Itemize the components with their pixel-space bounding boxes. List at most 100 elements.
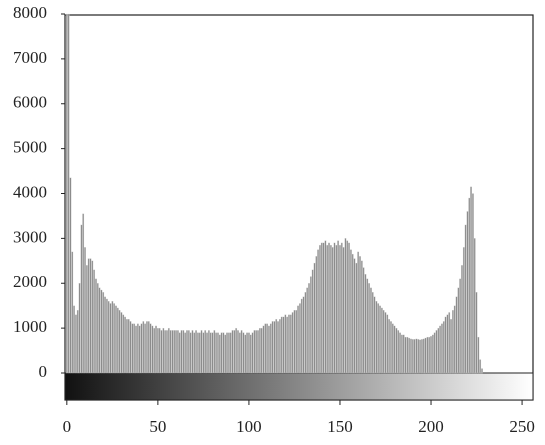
bar [93,269,96,374]
bar [158,327,161,374]
bar [317,249,319,374]
bar [464,224,467,374]
bar [218,334,221,374]
bar [457,287,460,374]
bar [187,330,190,374]
bar [329,244,332,374]
bar [186,330,188,374]
bar [237,330,239,374]
bar [446,314,449,374]
bar [289,314,292,374]
bar [295,310,298,374]
bar [244,334,247,374]
bar [115,305,117,374]
bar [360,260,363,374]
bar [359,256,361,374]
bar [106,298,108,374]
bar [96,283,99,374]
bar [311,269,314,374]
bar [337,240,340,374]
bar [386,314,389,374]
bar [75,314,77,374]
bar [222,332,225,374]
bar [65,13,68,374]
bar [226,332,228,374]
bar [273,321,276,374]
bar [248,332,250,374]
bar [339,244,341,374]
bar [406,336,409,374]
bar [395,327,398,374]
bar [397,330,400,374]
bar [211,332,214,374]
bar [144,323,147,374]
bar [453,305,456,374]
bar [175,330,177,374]
bar [111,301,114,374]
bar [147,321,150,374]
bar [435,330,438,374]
bar [401,334,403,374]
x-tick-label: 150 [327,417,353,436]
bar [479,359,482,374]
bar [470,186,472,374]
bar [313,262,316,374]
y-tick-label: 3000 [13,227,47,246]
bar [82,213,85,374]
bar [371,292,374,374]
bar [87,258,90,374]
bar [344,238,347,374]
bar [413,339,416,374]
bar [169,330,172,374]
bar [451,310,454,374]
bar [441,323,443,374]
bar [113,303,116,374]
bar [138,325,141,374]
bar [76,310,79,374]
y-tick-label: 7000 [13,48,47,67]
bar [468,197,471,374]
bar [342,247,345,374]
bar [126,318,128,374]
bar [333,242,336,374]
y-tick-label: 4000 [13,182,47,201]
bar [228,332,230,374]
bar [104,296,106,374]
bar [364,274,367,374]
bar [238,332,241,374]
bar [424,337,427,374]
bar [459,278,462,374]
bar [421,339,423,374]
bar [306,287,309,374]
bar [231,330,234,374]
bar [197,332,199,374]
bar [375,301,378,374]
bar [426,336,429,374]
bar [410,338,412,374]
bar [207,330,210,374]
bar [142,321,145,374]
bar [173,330,176,374]
bar [477,336,480,374]
bar [411,339,414,374]
bar [240,330,243,374]
bar [260,327,263,374]
bar [217,332,219,374]
bar [107,301,110,374]
bar [140,323,143,374]
x-tick-label: 0 [63,417,72,436]
bar [118,310,121,374]
bar [377,303,380,374]
bar [415,338,418,374]
bar [293,310,296,374]
bar [368,283,370,374]
x-tick-label: 50 [149,417,166,436]
bar [89,258,92,374]
bar [206,332,208,374]
bar [155,325,157,374]
bar [422,338,425,374]
bar [408,337,411,374]
bar [366,278,369,374]
bar [224,334,227,374]
